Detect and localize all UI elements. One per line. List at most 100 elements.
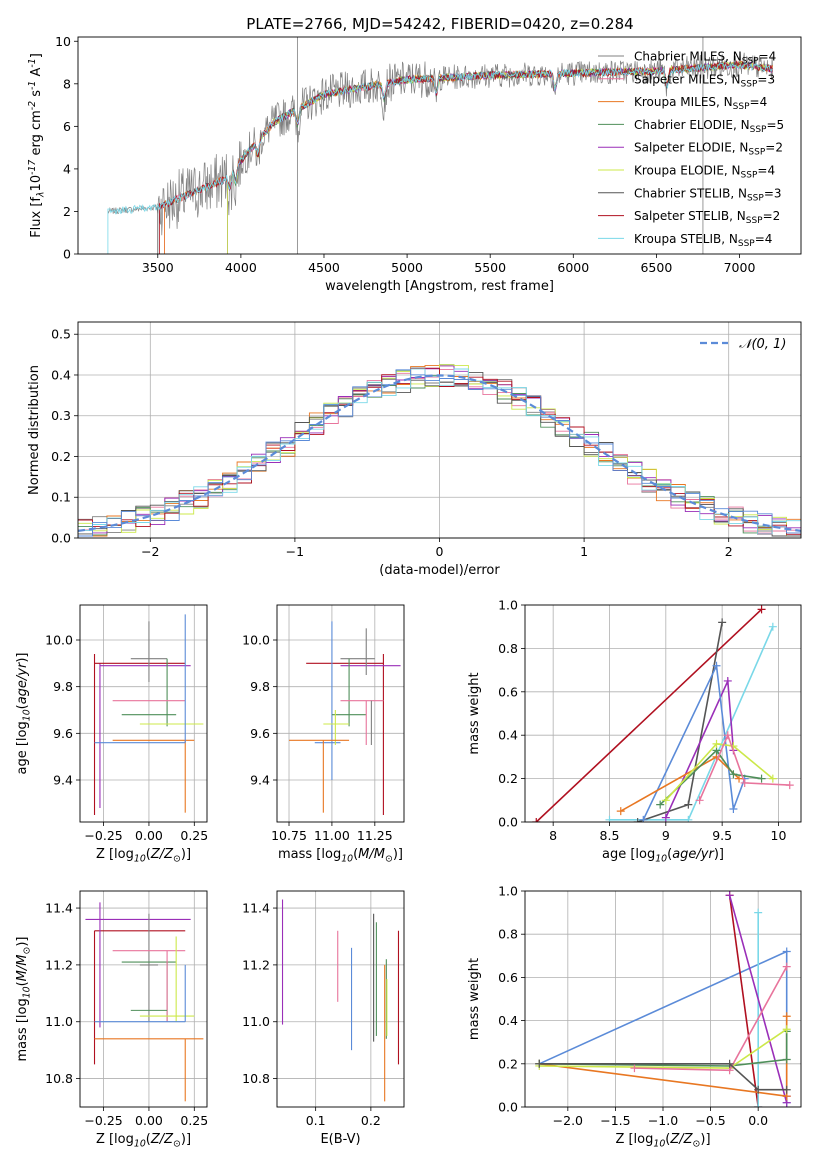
legend-value: =4 [750,95,768,109]
legend-text: Kroupa MILES, N [634,95,733,109]
weight-marker [639,815,648,822]
x-tick-label: 7000 [724,260,756,275]
x-tick-label: −0.25 [84,1113,122,1128]
x-tick-label: 5000 [391,260,423,275]
weight-marker [633,818,642,822]
y-tick-label: 0.2 [498,1056,518,1071]
weight-marker [535,1059,544,1068]
age-vs-mass-panel: 10.75 11.00 11.25 9.4 9.6 9.8 10.0 mass [log10​… [242,604,405,864]
legend-value: =4 [757,164,775,178]
weight-marker [757,774,766,783]
legend-entry: Kroupa ELODIE, NSSP=4 [634,164,775,181]
y-tick-label: 11.2 [45,957,73,972]
x-tick-label: −1 [286,544,304,559]
weight-marker [725,891,734,900]
weight-marker [712,661,721,670]
model-spectrum-line [157,60,773,254]
label-part: 10 [653,1138,665,1149]
x-tick-label: 5500 [474,260,506,275]
y-tick-label: 9.6 [53,726,73,741]
label-part: ⊙ [21,947,32,955]
label-part: ⊙ [385,853,393,864]
x-tick-label: 9 [662,828,670,843]
x-tick-label: 10 [771,828,787,843]
y-tick-label: 0.0 [498,1100,518,1115]
weight-marker [718,618,727,627]
weight-vs-metallicity-panel: −2.0 −1.5 −1.0 −0.5 0.0 0.0 0.2 0.4 0.6 0.8 1.0 Z [… [467,884,802,1149]
grid-lines [525,890,801,1108]
model-spectrum-line [227,61,773,254]
legend-entry: Salpeter MILES, NSSP=3 [634,72,775,89]
label-part: ( [353,847,358,862]
label-part: Z/Z [669,1132,693,1147]
grid-lines [277,891,404,1107]
legend-text: Chabrier MILES, N [634,50,742,64]
legend-text: Kroupa STELIB, N [634,232,738,246]
legend-entry: Chabrier MILES, NSSP=4 [634,50,776,67]
label-part: ( [667,847,672,862]
weight-marker [729,770,738,779]
weight-marker [782,947,791,956]
label-part: E(B-V) [320,1132,360,1147]
label-part: ] [29,53,44,58]
legend-subscript: SSP [733,102,750,112]
model-spectrum-line [227,61,773,254]
x-tick-label: 6500 [640,260,672,275]
y-tick-label: 9.4 [250,773,270,788]
y-tick-label: 0.4 [498,1013,518,1028]
label-part: ( [15,704,30,709]
grid-lines [525,604,801,823]
data-spectrum-line [107,52,774,236]
weight-marker [782,1055,791,1064]
legend-entry: Kroupa STELIB, NSSP=4 [634,232,772,249]
weight-marker [656,800,665,809]
plot-area [107,37,774,254]
axes-frame [276,890,405,1108]
label-part: 10 [21,709,32,721]
x-axis-label: wavelength [Angstrom, rest frame] [325,279,554,294]
mass-vs-ebv-panel: 0.1 0.2 10.8 11.0 11.2 11.4 E(B-V) [242,890,405,1147]
plot-area [78,364,801,537]
label-part: mass weight [467,958,482,1040]
y-tick-label: 9.6 [250,726,270,741]
x-tick-label: 6000 [557,260,589,275]
axes-frame [524,604,802,823]
y-tick-label: 10 [55,34,71,49]
x-axis-label: mass [log10​(M/M⊙​)] [278,847,403,864]
weight-marker [757,605,766,614]
plot-area [281,899,400,1102]
legend-entry: Salpeter ELODIE, NSSP=2 [634,141,783,158]
weight-marker [785,781,794,790]
weight-marker [729,804,738,813]
weight-marker [723,731,732,740]
weight-marker [754,908,763,917]
legend-entry: Kroupa MILES, NSSP=4 [634,95,767,112]
plot-area [289,621,401,815]
label-part: age [log [15,721,30,774]
y-tick-label: 0.2 [498,771,518,786]
y-tick-label: 0.0 [498,815,518,830]
legend-text: Chabrier ELODIE, N [634,118,750,132]
label-part: 10 [21,986,32,998]
weight-marker [768,622,777,631]
y-tick-label: 11.4 [242,901,270,916]
weight-marker [754,1085,763,1094]
label-part: Normed distribution [27,365,42,495]
y-tick-label: 10.8 [45,1071,73,1086]
label-part: )] [15,937,30,947]
figure-title: PLATE=2766, MJD=54242, FIBERID=0420, z=0… [246,15,633,33]
axes-frame [79,604,208,823]
label-part: s [29,90,44,101]
label-part: )] [181,1132,191,1147]
x-tick-label: 0.25 [180,828,208,843]
y-tick-label: 0.6 [498,684,518,699]
x-tick-label: 0.25 [180,1113,208,1128]
label-part: 10 [29,175,44,192]
label-part: Z [log [615,1132,653,1147]
label-part: -1 [27,81,38,90]
label-part: age/yr [15,661,30,704]
y-axis-label: Flux [fλ​10-17​ erg cm-2​ s-1​ A-1​] [27,53,46,238]
label-part: )] [714,847,724,862]
y-tick-label: 0.4 [51,367,71,382]
y-tick-label: 10.8 [242,1071,270,1086]
